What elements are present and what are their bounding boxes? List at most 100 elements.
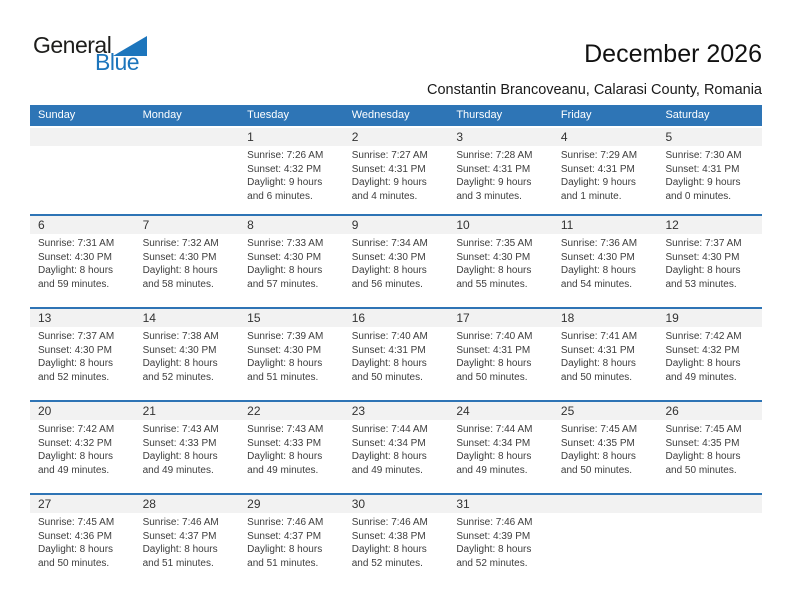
daylight-text: Daylight: 8 hours <box>456 544 532 555</box>
daylight-text-2: and 0 minutes. <box>665 190 732 202</box>
sunset-text: Sunset: 4:30 PM <box>351 251 426 263</box>
daylight-text-2: and 50 minutes. <box>456 371 528 383</box>
week-row: 27 Sunrise: 7:45 AM Sunset: 4:36 PM Dayligh… <box>30 493 763 586</box>
sunset-text: Sunset: 4:36 PM <box>38 530 112 542</box>
day-number: 12 <box>657 216 763 234</box>
sunset-text: Sunset: 4:33 PM <box>247 437 322 449</box>
sunset-text: Sunset: 4:37 PM <box>142 530 217 542</box>
day-details: Sunrise: 7:34 AM Sunset: 4:30 PM Daylight:… <box>344 234 449 291</box>
sunset-text: Sunset: 4:32 PM <box>38 437 112 449</box>
day-details: Sunrise: 7:37 AM Sunset: 4:30 PM Daylight:… <box>30 327 135 384</box>
weekday-saturday: Saturday <box>665 109 710 121</box>
weekday-monday: Monday <box>142 109 182 121</box>
daylight-text: Daylight: 8 hours <box>247 451 323 462</box>
sunrise-text: Sunrise: 7:32 AM <box>142 238 219 249</box>
day-cell: 4 Sunrise: 7:29 AM Sunset: 4:31 PM Daylight… <box>552 128 658 214</box>
daylight-text: Daylight: 8 hours <box>142 358 218 369</box>
daylight-text: Daylight: 8 hours <box>247 265 323 276</box>
sunrise-text: Sunrise: 7:29 AM <box>560 150 638 161</box>
day-number: 17 <box>448 309 553 327</box>
day-details: Sunrise: 7:45 AM Sunset: 4:35 PM Daylight:… <box>553 420 658 477</box>
daylight-text: Daylight: 8 hours <box>142 544 218 555</box>
sunrise-text: Sunrise: 7:26 AM <box>247 150 324 161</box>
day-details: Sunrise: 7:46 AM Sunset: 4:37 PM Daylight:… <box>135 513 240 570</box>
daylight-text-2: and 49 minutes. <box>351 464 423 476</box>
sunset-text: Sunset: 4:37 PM <box>247 530 322 542</box>
day-cell: 6 Sunrise: 7:31 AM Sunset: 4:30 PM Daylight… <box>30 216 135 307</box>
daylight-text-2: and 51 minutes. <box>247 371 319 383</box>
daylight-text: Daylight: 8 hours <box>142 265 218 276</box>
daylight-text: Daylight: 8 hours <box>38 265 114 276</box>
sunset-text: Sunset: 4:30 PM <box>247 251 322 263</box>
day-cell: 2 Sunrise: 7:27 AM Sunset: 4:31 PM Daylight… <box>343 128 449 214</box>
day-cell: 24 Sunrise: 7:44 AM Sunset: 4:34 PM Dayligh… <box>448 402 553 493</box>
sunrise-text: Sunrise: 7:31 AM <box>38 238 115 249</box>
daylight-text-2: and 50 minutes. <box>560 464 633 476</box>
day-number <box>657 495 763 513</box>
day-details: Sunrise: 7:45 AM Sunset: 4:35 PM Daylight:… <box>657 420 762 477</box>
daylight-text: Daylight: 8 hours <box>560 451 636 462</box>
day-details: Sunrise: 7:42 AM Sunset: 4:32 PM Daylight:… <box>657 327 762 384</box>
day-cell: 31 Sunrise: 7:46 AM Sunset: 4:39 PM Dayligh… <box>448 495 553 586</box>
daylight-text: Daylight: 8 hours <box>456 451 532 462</box>
day-details: Sunrise: 7:36 AM Sunset: 4:30 PM Daylight:… <box>553 234 658 291</box>
sunset-text: Sunset: 4:30 PM <box>142 251 217 263</box>
day-details: Sunrise: 7:43 AM Sunset: 4:33 PM Daylight:… <box>135 420 240 477</box>
daylight-text: Daylight: 8 hours <box>247 544 323 555</box>
sunrise-text: Sunrise: 7:40 AM <box>351 331 428 342</box>
weekday-tuesday: Tuesday <box>247 109 289 121</box>
day-cell: 1 Sunrise: 7:26 AM Sunset: 4:32 PM Daylight… <box>239 128 344 214</box>
sunrise-text: Sunrise: 7:38 AM <box>142 331 219 342</box>
sunrise-text: Sunrise: 7:45 AM <box>560 424 638 435</box>
daylight-text-2: and 55 minutes. <box>456 278 528 290</box>
daylight-text-2: and 3 minutes. <box>456 190 522 202</box>
day-cell: 9 Sunrise: 7:34 AM Sunset: 4:30 PM Daylight… <box>343 216 449 307</box>
day-number: 23 <box>343 402 449 420</box>
weeks-container: 1 Sunrise: 7:26 AM Sunset: 4:32 PM Daylight… <box>30 128 763 586</box>
sunrise-text: Sunrise: 7:41 AM <box>560 331 638 342</box>
day-cell: 13 Sunrise: 7:37 AM Sunset: 4:30 PM Dayligh… <box>30 309 135 400</box>
day-number <box>30 128 135 146</box>
day-details: Sunrise: 7:42 AM Sunset: 4:32 PM Daylight:… <box>30 420 135 477</box>
day-number: 22 <box>239 402 344 420</box>
daylight-text: Daylight: 8 hours <box>38 358 114 369</box>
logo-text-blue: Blue <box>95 49 140 75</box>
sunset-text: Sunset: 4:30 PM <box>38 251 112 263</box>
day-cell: 15 Sunrise: 7:39 AM Sunset: 4:30 PM Dayligh… <box>239 309 344 400</box>
daylight-text-2: and 53 minutes. <box>665 278 737 290</box>
daylight-text: Daylight: 9 hours <box>560 177 636 188</box>
sunrise-text: Sunrise: 7:44 AM <box>456 424 533 435</box>
day-cell: 10 Sunrise: 7:35 AM Sunset: 4:30 PM Dayligh… <box>448 216 553 307</box>
week-row: 1 Sunrise: 7:26 AM Sunset: 4:32 PM Daylight… <box>30 128 763 214</box>
daylight-text: Daylight: 8 hours <box>456 358 532 369</box>
month-title: December 2026 <box>584 40 762 68</box>
daylight-text-2: and 56 minutes. <box>351 278 423 290</box>
daylight-text-2: and 51 minutes. <box>142 557 214 569</box>
day-number: 11 <box>552 216 658 234</box>
day-details: Sunrise: 7:46 AM Sunset: 4:38 PM Daylight:… <box>344 513 449 570</box>
general-blue-logo: General Blue <box>33 34 148 75</box>
day-number: 21 <box>134 402 240 420</box>
day-cell: 29 Sunrise: 7:46 AM Sunset: 4:37 PM Dayligh… <box>239 495 344 586</box>
day-number: 2 <box>343 128 449 146</box>
sunset-text: Sunset: 4:34 PM <box>351 437 426 449</box>
daylight-text: Daylight: 9 hours <box>247 177 323 188</box>
sunset-text: Sunset: 4:31 PM <box>560 163 635 175</box>
daylight-text-2: and 59 minutes. <box>38 278 110 290</box>
daylight-text-2: and 52 minutes. <box>351 557 423 569</box>
sunrise-text: Sunrise: 7:27 AM <box>351 150 428 161</box>
sunrise-text: Sunrise: 7:43 AM <box>142 424 219 435</box>
daylight-text: Daylight: 9 hours <box>351 177 427 188</box>
sunset-text: Sunset: 4:30 PM <box>560 251 635 263</box>
day-number: 8 <box>239 216 344 234</box>
day-number: 6 <box>30 216 135 234</box>
day-number: 28 <box>134 495 240 513</box>
sunrise-text: Sunrise: 7:36 AM <box>560 238 638 249</box>
sunrise-text: Sunrise: 7:45 AM <box>665 424 742 435</box>
daylight-text: Daylight: 8 hours <box>38 544 114 555</box>
day-number: 16 <box>343 309 449 327</box>
day-number: 4 <box>552 128 658 146</box>
day-cell: 21 Sunrise: 7:43 AM Sunset: 4:33 PM Dayligh… <box>134 402 240 493</box>
daylight-text: Daylight: 9 hours <box>456 177 532 188</box>
day-number <box>134 128 240 146</box>
